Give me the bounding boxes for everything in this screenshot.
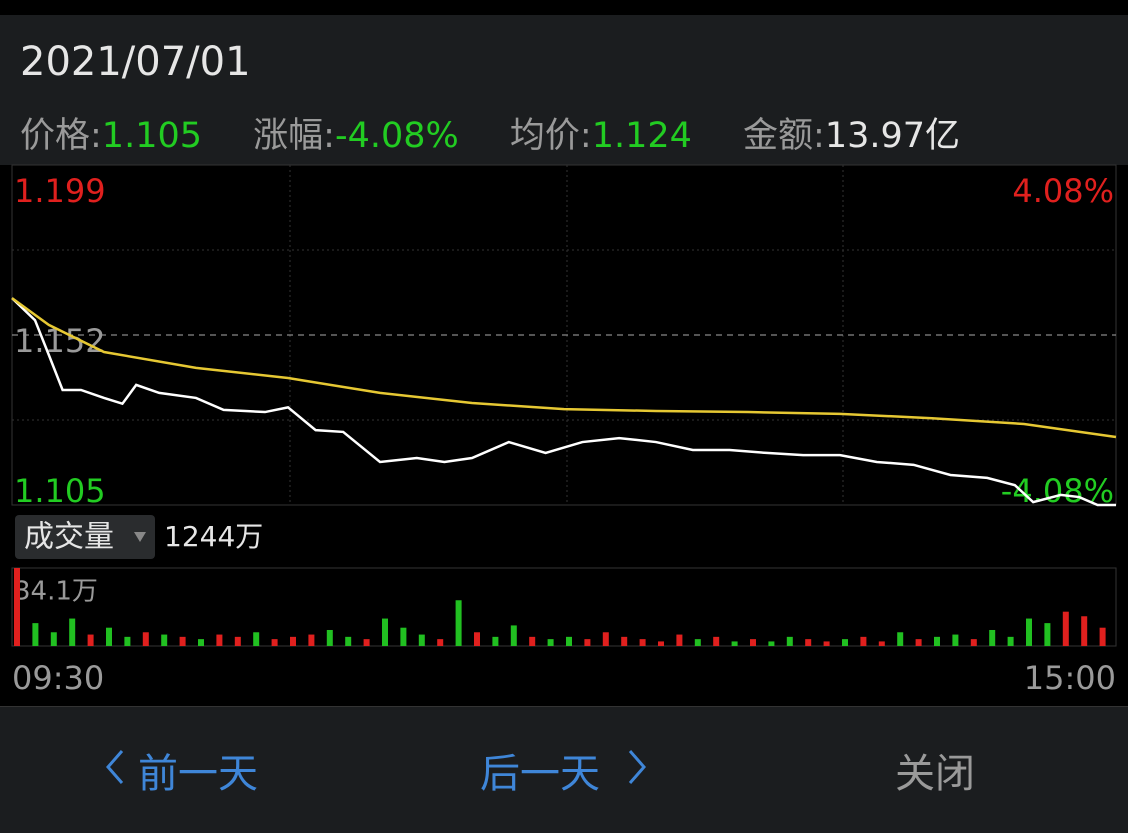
next-button[interactable]: 后一天 xyxy=(480,751,600,797)
value: 1.124 xyxy=(591,116,692,156)
volume-bar xyxy=(731,641,738,646)
next-icon[interactable] xyxy=(622,747,652,787)
volume-bar xyxy=(198,639,204,646)
volume-bar xyxy=(271,639,278,646)
volume-bar xyxy=(915,639,922,646)
volume-bar xyxy=(1007,636,1014,646)
volume-bar xyxy=(566,636,572,646)
volume-bar xyxy=(437,639,444,646)
volume-bar xyxy=(547,639,554,646)
value: 13.97亿 xyxy=(824,116,961,156)
volume-bar xyxy=(142,632,149,646)
volume-bar xyxy=(106,627,112,646)
volume-bar xyxy=(713,636,720,646)
volume-bar xyxy=(1026,618,1032,646)
footer: 前一天 后一天 关闭 xyxy=(0,706,1128,833)
dropdown-icon[interactable] xyxy=(134,532,146,542)
volume-bar xyxy=(50,632,57,646)
volume-bar xyxy=(69,618,76,646)
volume-bar xyxy=(510,625,517,646)
volume-bar xyxy=(750,639,756,646)
x-tick-label: 15:00 xyxy=(1024,659,1116,697)
y-tick-label: 1.199 xyxy=(14,172,106,210)
volume-selector-label[interactable]: 成交量 xyxy=(24,520,114,555)
volume-bar xyxy=(878,641,885,646)
volume-bar xyxy=(290,636,296,646)
volume-bar xyxy=(786,636,793,646)
volume-bar xyxy=(124,636,131,646)
prev-icon[interactable] xyxy=(102,747,132,787)
header: 2021/07/01 价格:1.105 涨幅:-4.08% 均价:1.124 金… xyxy=(0,15,1128,165)
volume-bar xyxy=(345,636,352,646)
volume-bar xyxy=(161,634,168,646)
label: 金额: xyxy=(743,116,825,156)
volume-selector[interactable] xyxy=(15,515,155,559)
volume-bar xyxy=(234,636,241,646)
label: 价格: xyxy=(20,116,102,156)
volume-bar xyxy=(363,639,370,646)
volume-bar xyxy=(14,568,20,646)
y2-tick-label: 4.08% xyxy=(1012,172,1114,210)
volume-bar xyxy=(970,639,977,646)
price-line xyxy=(11,297,1116,507)
price-line xyxy=(11,297,1117,439)
prev-button[interactable]: 前一天 xyxy=(138,751,258,797)
close-button[interactable]: 关闭 xyxy=(895,751,975,797)
volume-bar xyxy=(1099,627,1106,646)
y-tick-label: 1.105 xyxy=(14,472,106,510)
volume-bar xyxy=(694,639,701,646)
volume-bar xyxy=(529,636,536,646)
volume-bar xyxy=(805,639,812,646)
volume-bar xyxy=(326,629,333,646)
volume-bar xyxy=(934,636,940,646)
volume-bar xyxy=(584,639,591,646)
volume-bar xyxy=(768,641,775,646)
x-tick-label: 09:30 xyxy=(12,659,104,697)
y-tick-label: 34.1万 xyxy=(14,577,98,607)
volume-bar xyxy=(382,618,388,646)
volume-bar xyxy=(602,632,609,646)
volume-bar xyxy=(860,636,867,646)
date: 2021/07/01 xyxy=(20,39,251,85)
volume-bar xyxy=(897,632,904,646)
volume-bar xyxy=(400,627,407,646)
label: 涨幅: xyxy=(253,116,335,156)
volume-bar xyxy=(253,632,260,646)
volume-bar xyxy=(32,623,39,646)
volume-bar xyxy=(418,634,425,646)
volume-bar xyxy=(308,634,315,646)
volume-total: 1244万 xyxy=(164,520,263,553)
volume-bar xyxy=(87,634,94,646)
volume-frame xyxy=(11,567,1117,647)
value: 1.105 xyxy=(101,116,202,156)
volume-bar xyxy=(492,636,499,646)
volume-bar xyxy=(842,639,848,646)
volume-bar xyxy=(179,636,186,646)
volume-bar xyxy=(455,600,462,646)
value: -4.08% xyxy=(334,116,459,156)
info-row: 价格:1.105 涨幅:-4.08% 均价:1.124 金额:13.97亿 xyxy=(20,107,960,158)
volume-bar xyxy=(658,641,664,646)
volume-bar xyxy=(1044,623,1051,646)
volume-bar xyxy=(621,636,628,646)
y-tick-label: 1.152 xyxy=(14,322,106,360)
label: 均价: xyxy=(509,116,592,156)
volume-bar xyxy=(676,634,683,646)
volume-bar xyxy=(1081,616,1088,646)
volume-bar xyxy=(952,634,959,646)
volume-bar xyxy=(639,639,646,646)
volume-bar xyxy=(989,629,996,646)
volume-bar xyxy=(474,632,480,646)
volume-bar xyxy=(823,641,830,646)
volume-bar xyxy=(216,634,223,646)
volume-bar xyxy=(1062,611,1069,646)
chart: 成交量 1244万 1.1991.1521.1054.08%-4.08%34.1… xyxy=(11,164,1117,697)
